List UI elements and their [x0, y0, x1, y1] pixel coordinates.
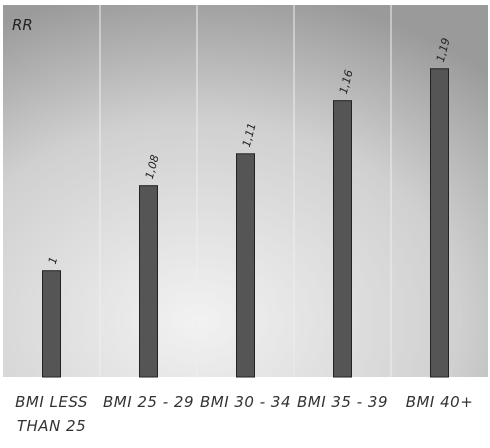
value-label: 1,16: [337, 68, 356, 95]
x-tick-label: BMI 25 - 29: [102, 393, 195, 411]
x-tick-label: BMI 30 - 34: [199, 393, 292, 411]
x-tick-label: BMI LESS THAN 25: [15, 393, 88, 435]
value-label: 1,19: [434, 37, 453, 64]
x-tick-label: BMI 40+: [405, 393, 474, 411]
value-label: 1,11: [240, 122, 259, 149]
x-tick-label: BMI 35 - 39: [296, 393, 389, 411]
bar: [333, 100, 352, 378]
bar: [42, 270, 61, 378]
bar: [236, 153, 255, 378]
value-label: 1,08: [143, 153, 162, 180]
chart-title: RR: [12, 16, 33, 34]
bar: [430, 68, 449, 378]
bar: [139, 185, 158, 378]
value-label: 1: [46, 255, 60, 265]
